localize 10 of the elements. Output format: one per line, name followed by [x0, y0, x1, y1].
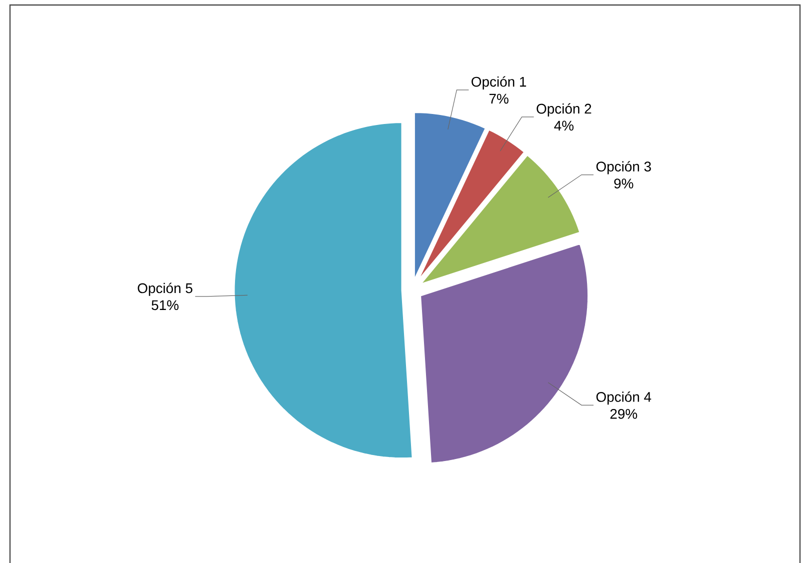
slice-label: Opción 4 [596, 392, 652, 405]
slice-label: Opción 5 [138, 282, 192, 296]
slice-label: Opción 2 [536, 103, 592, 116]
data-label: 9% [614, 178, 634, 188]
data-label: 29% [610, 408, 638, 419]
data-label: 4% [554, 120, 574, 131]
slice-label: Opción 1 [472, 76, 526, 90]
data-label: 7% [489, 94, 508, 104]
data-label: 51% [152, 300, 178, 310]
slice-label: Opción 3 [596, 161, 651, 174]
